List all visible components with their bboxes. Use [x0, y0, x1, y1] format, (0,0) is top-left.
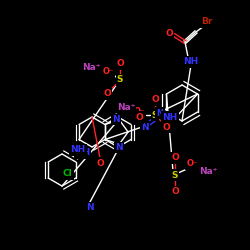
Text: S: S — [152, 110, 158, 120]
Text: O⁻: O⁻ — [102, 66, 114, 76]
Text: O: O — [103, 90, 111, 98]
Text: Na⁺: Na⁺ — [117, 102, 135, 112]
Text: N: N — [86, 204, 94, 212]
Text: N: N — [112, 115, 120, 124]
Text: O: O — [135, 114, 143, 122]
Text: N: N — [156, 108, 164, 118]
Text: NH: NH — [184, 58, 198, 66]
Text: Cl: Cl — [63, 170, 73, 178]
Text: N: N — [116, 143, 123, 152]
Text: NH: NH — [75, 148, 90, 158]
Text: S: S — [172, 170, 178, 179]
Text: O⁻: O⁻ — [186, 160, 198, 168]
Text: O: O — [116, 60, 124, 68]
Text: S: S — [117, 76, 123, 84]
Text: O: O — [171, 154, 179, 162]
Text: Br: Br — [201, 18, 213, 26]
Text: O⁻: O⁻ — [133, 108, 145, 116]
Text: O: O — [136, 112, 144, 122]
Text: O: O — [162, 122, 170, 132]
Text: O: O — [171, 188, 179, 196]
Text: Na⁺: Na⁺ — [199, 168, 217, 176]
Text: Na⁺: Na⁺ — [82, 64, 100, 72]
Text: O: O — [165, 28, 173, 38]
Text: N: N — [141, 122, 149, 132]
Text: NH: NH — [162, 112, 178, 122]
Text: NH: NH — [70, 146, 86, 154]
Text: O: O — [96, 158, 104, 168]
Text: O: O — [151, 96, 159, 104]
